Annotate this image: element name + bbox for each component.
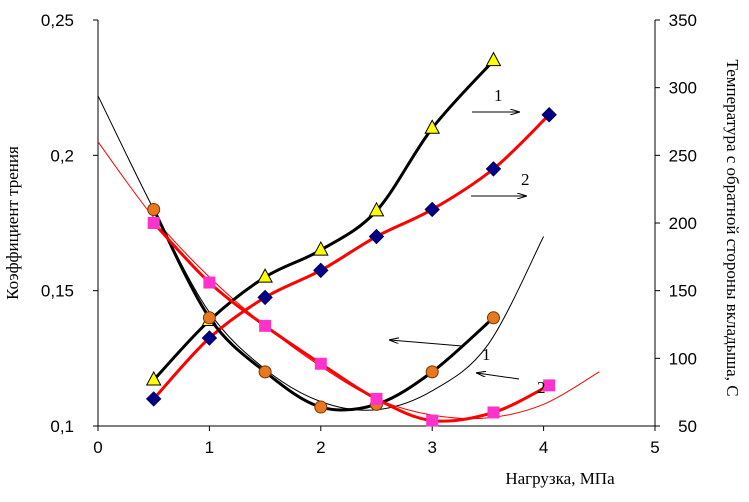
point-temperature-2 xyxy=(145,391,162,407)
x-axis-title: Нагрузка, МПа xyxy=(505,469,615,488)
y-tick-label-right: 150 xyxy=(669,282,697,301)
annotation-arrow xyxy=(477,373,520,380)
series-temperature-2 xyxy=(145,107,557,407)
point-temperature-2 xyxy=(424,201,440,218)
y-tick-label-right: 300 xyxy=(669,79,697,98)
point-friction-1 xyxy=(202,311,216,325)
point-friction-2 xyxy=(370,392,383,405)
y-tick-label-right: 350 xyxy=(669,11,697,30)
point-friction-1 xyxy=(147,202,161,216)
data-series xyxy=(145,51,557,427)
line-friction-2-trend xyxy=(97,141,600,420)
series-temperature-1 xyxy=(145,51,502,386)
point-temperature-2 xyxy=(313,262,329,279)
annotation-friction-1: 1 xyxy=(390,340,491,364)
series-friction-2-trend xyxy=(97,141,600,420)
point-friction-2 xyxy=(487,406,500,419)
y-tick-label-right: 200 xyxy=(669,214,697,233)
line-temperature-1 xyxy=(152,59,495,382)
point-friction-2 xyxy=(203,276,216,289)
x-tick-label: 3 xyxy=(427,438,436,457)
series-friction-2 xyxy=(147,217,556,427)
trend-lines xyxy=(97,95,600,420)
y-tick-label-left: 0,15 xyxy=(41,282,74,301)
y-tick-label-left: 0,1 xyxy=(50,417,74,436)
y-axis-title-right: Температура с обратной стороны вкладыша,… xyxy=(723,59,742,396)
point-temperature-1 xyxy=(368,201,385,217)
annotation-friction-2: 2 xyxy=(477,373,546,397)
point-temperature-2 xyxy=(485,161,502,177)
y-axis-title-left: Коэффициент трения xyxy=(3,146,22,300)
point-temperature-1 xyxy=(312,241,329,256)
point-temperature-1 xyxy=(145,370,162,386)
point-temperature-1 xyxy=(257,268,273,283)
point-temperature-1 xyxy=(485,51,502,67)
x-tick-label: 1 xyxy=(205,438,214,457)
point-temperature-2 xyxy=(368,228,385,245)
point-friction-1 xyxy=(258,365,272,379)
x-tick-label: 0 xyxy=(93,438,102,457)
point-friction-1 xyxy=(314,400,328,414)
annotation-arrow xyxy=(390,340,463,347)
x-tick-label: 5 xyxy=(650,438,659,457)
point-temperature-2 xyxy=(257,289,273,306)
annotation-label: 2 xyxy=(537,378,546,397)
point-friction-2 xyxy=(259,319,272,332)
annotation-label: 2 xyxy=(521,170,530,189)
point-friction-1 xyxy=(486,311,500,325)
point-friction-1 xyxy=(425,365,439,379)
point-friction-2 xyxy=(426,414,439,427)
point-temperature-1 xyxy=(424,119,441,134)
point-friction-2 xyxy=(543,379,556,392)
series-friction-1 xyxy=(147,202,500,414)
x-tick-label: 2 xyxy=(316,438,325,457)
x-tick-label: 4 xyxy=(539,438,548,457)
annotation-temperature-1: 1 xyxy=(472,86,519,112)
annotation-label: 1 xyxy=(482,345,491,364)
point-friction-2 xyxy=(314,357,327,370)
axes: 0 1 2 3 4 5 0,1 0,15 0,2 0,25 50 100 150 200 250 300 350 xyxy=(41,11,697,457)
annotations: 1 2 1 2 xyxy=(390,86,546,397)
y-tick-label-right: 250 xyxy=(669,146,697,165)
annotation-label: 1 xyxy=(494,86,503,105)
y-tick-label-left: 0,25 xyxy=(41,11,74,30)
y-tick-label-right: 100 xyxy=(669,349,697,368)
point-friction-2 xyxy=(147,217,160,229)
point-temperature-2 xyxy=(201,330,218,346)
point-temperature-2 xyxy=(541,107,557,123)
annotation-temperature-2: 2 xyxy=(471,170,530,196)
line-friction-1 xyxy=(152,208,495,412)
y-tick-label-right: 50 xyxy=(678,417,697,436)
y-tick-label-left: 0,2 xyxy=(50,146,74,165)
